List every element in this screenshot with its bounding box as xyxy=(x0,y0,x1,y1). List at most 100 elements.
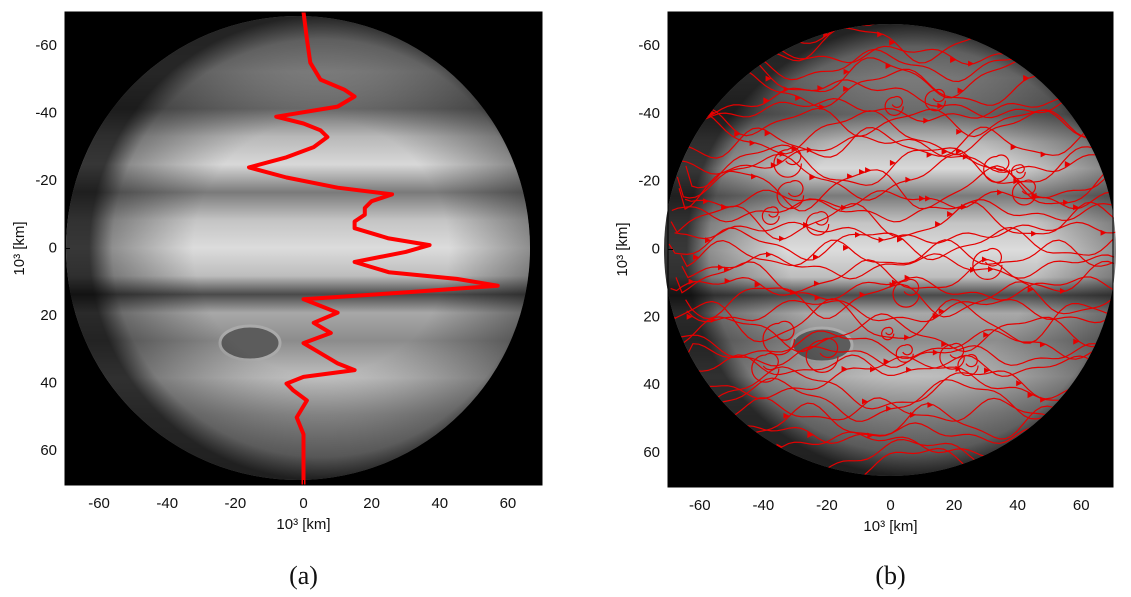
streamline xyxy=(676,313,1116,353)
eddy xyxy=(805,211,830,236)
arrow-head xyxy=(883,358,890,365)
y-tick-label: 40 xyxy=(643,376,660,393)
arrow-head xyxy=(938,308,945,315)
y-tick-label: 20 xyxy=(643,308,660,325)
arrow-head xyxy=(754,281,761,288)
y-tick-label: -40 xyxy=(638,105,660,122)
arrow-head xyxy=(763,97,770,104)
x-tick-label: 40 xyxy=(431,495,448,512)
y-tick-label: -60 xyxy=(638,37,660,54)
eddy xyxy=(1011,179,1037,206)
eddy xyxy=(895,344,914,363)
x-tick-label: -60 xyxy=(689,497,711,514)
x-tick-label: -60 xyxy=(88,495,110,512)
eddy xyxy=(881,326,895,341)
panel: -60 -40 -20 0 20 40 60 -60 -40 -20 0 20 40 60 10³ [km]… xyxy=(11,11,543,590)
eddy xyxy=(924,88,947,112)
eddy xyxy=(776,180,805,210)
y-axis-label: 10³ [km] xyxy=(11,221,28,275)
x-tick-label: 40 xyxy=(1009,497,1026,514)
y-tick-label: -40 xyxy=(35,104,57,121)
streamline xyxy=(686,298,1116,324)
streamline xyxy=(686,342,1116,368)
eddy xyxy=(751,352,780,383)
arrow-head xyxy=(957,87,964,94)
arrow-head xyxy=(947,211,954,218)
x-tick-label: 20 xyxy=(946,497,963,514)
arrow-head xyxy=(889,39,896,46)
streamline xyxy=(674,126,1116,159)
arrow-head xyxy=(1112,138,1116,145)
y-tick-label: 60 xyxy=(643,444,660,461)
x-tick-label: -20 xyxy=(816,497,838,514)
streamline xyxy=(675,258,1115,294)
streamline xyxy=(684,189,1116,210)
streamline xyxy=(685,144,1116,189)
x-tick-label: 60 xyxy=(500,495,517,512)
arrow-head xyxy=(1023,74,1030,81)
arrow-head xyxy=(956,128,963,135)
eddy xyxy=(761,206,780,225)
streamline xyxy=(681,397,1115,423)
x-tick-label: 0 xyxy=(886,497,894,514)
eddy xyxy=(983,154,1011,183)
eddy xyxy=(762,320,796,356)
arrow-head xyxy=(870,366,877,373)
eddy xyxy=(1010,164,1026,180)
eddy xyxy=(892,278,920,308)
arrow-head xyxy=(1010,144,1017,151)
arrow-head xyxy=(935,220,942,227)
x-tick-label: -40 xyxy=(753,497,775,514)
y-tick-label: 40 xyxy=(40,375,57,392)
streamline xyxy=(681,252,1115,280)
x-axis-label: 10³ [km] xyxy=(276,516,330,533)
eddy xyxy=(957,353,979,377)
arrow-head xyxy=(809,174,816,181)
streamline xyxy=(686,402,1114,440)
arrow-head xyxy=(1027,392,1034,399)
arrow-head xyxy=(765,75,772,82)
arrow-head xyxy=(941,341,948,348)
eddy xyxy=(805,337,839,373)
arrow-head xyxy=(843,244,850,251)
y-tick-label: 20 xyxy=(40,307,57,324)
arrow-head xyxy=(984,367,991,374)
planet-shade xyxy=(66,16,530,480)
streamline xyxy=(674,135,1116,175)
arrow-head xyxy=(1073,338,1080,345)
caption: (a) xyxy=(289,561,318,590)
arrow-head xyxy=(807,432,814,439)
x-tick-label: 20 xyxy=(363,495,380,512)
arrow-head xyxy=(1027,286,1034,293)
y-tick-label: -20 xyxy=(638,173,660,190)
eddy xyxy=(972,247,1003,280)
y-tick-label: -20 xyxy=(35,172,57,189)
y-tick-label: 60 xyxy=(40,442,57,459)
arrow-head xyxy=(783,412,790,419)
arrow-head xyxy=(983,331,990,338)
arrow-head xyxy=(843,68,850,75)
streamline xyxy=(685,281,1116,320)
streamline xyxy=(677,354,1116,378)
arrow-head xyxy=(941,148,948,155)
y-tick-label: 0 xyxy=(652,240,660,257)
y-tick-label: 0 xyxy=(49,239,57,256)
arrow-head xyxy=(734,131,741,138)
arrow-head xyxy=(1073,204,1080,211)
streamline xyxy=(670,201,1116,241)
arrow-head xyxy=(764,130,771,137)
eddy xyxy=(939,342,965,370)
arrow-head xyxy=(950,57,957,64)
streamline xyxy=(684,79,1116,119)
x-tick-label: -40 xyxy=(156,495,178,512)
arrow-head xyxy=(1064,160,1071,167)
streamline xyxy=(680,239,1114,268)
streamline xyxy=(673,366,1116,412)
streamline xyxy=(671,198,1116,223)
arrow-head xyxy=(843,85,850,92)
streamline xyxy=(678,164,1116,212)
x-tick-label: 60 xyxy=(1073,497,1090,514)
arrow-head xyxy=(897,236,904,243)
arrow-head xyxy=(693,254,700,261)
arrow-head xyxy=(862,398,869,405)
